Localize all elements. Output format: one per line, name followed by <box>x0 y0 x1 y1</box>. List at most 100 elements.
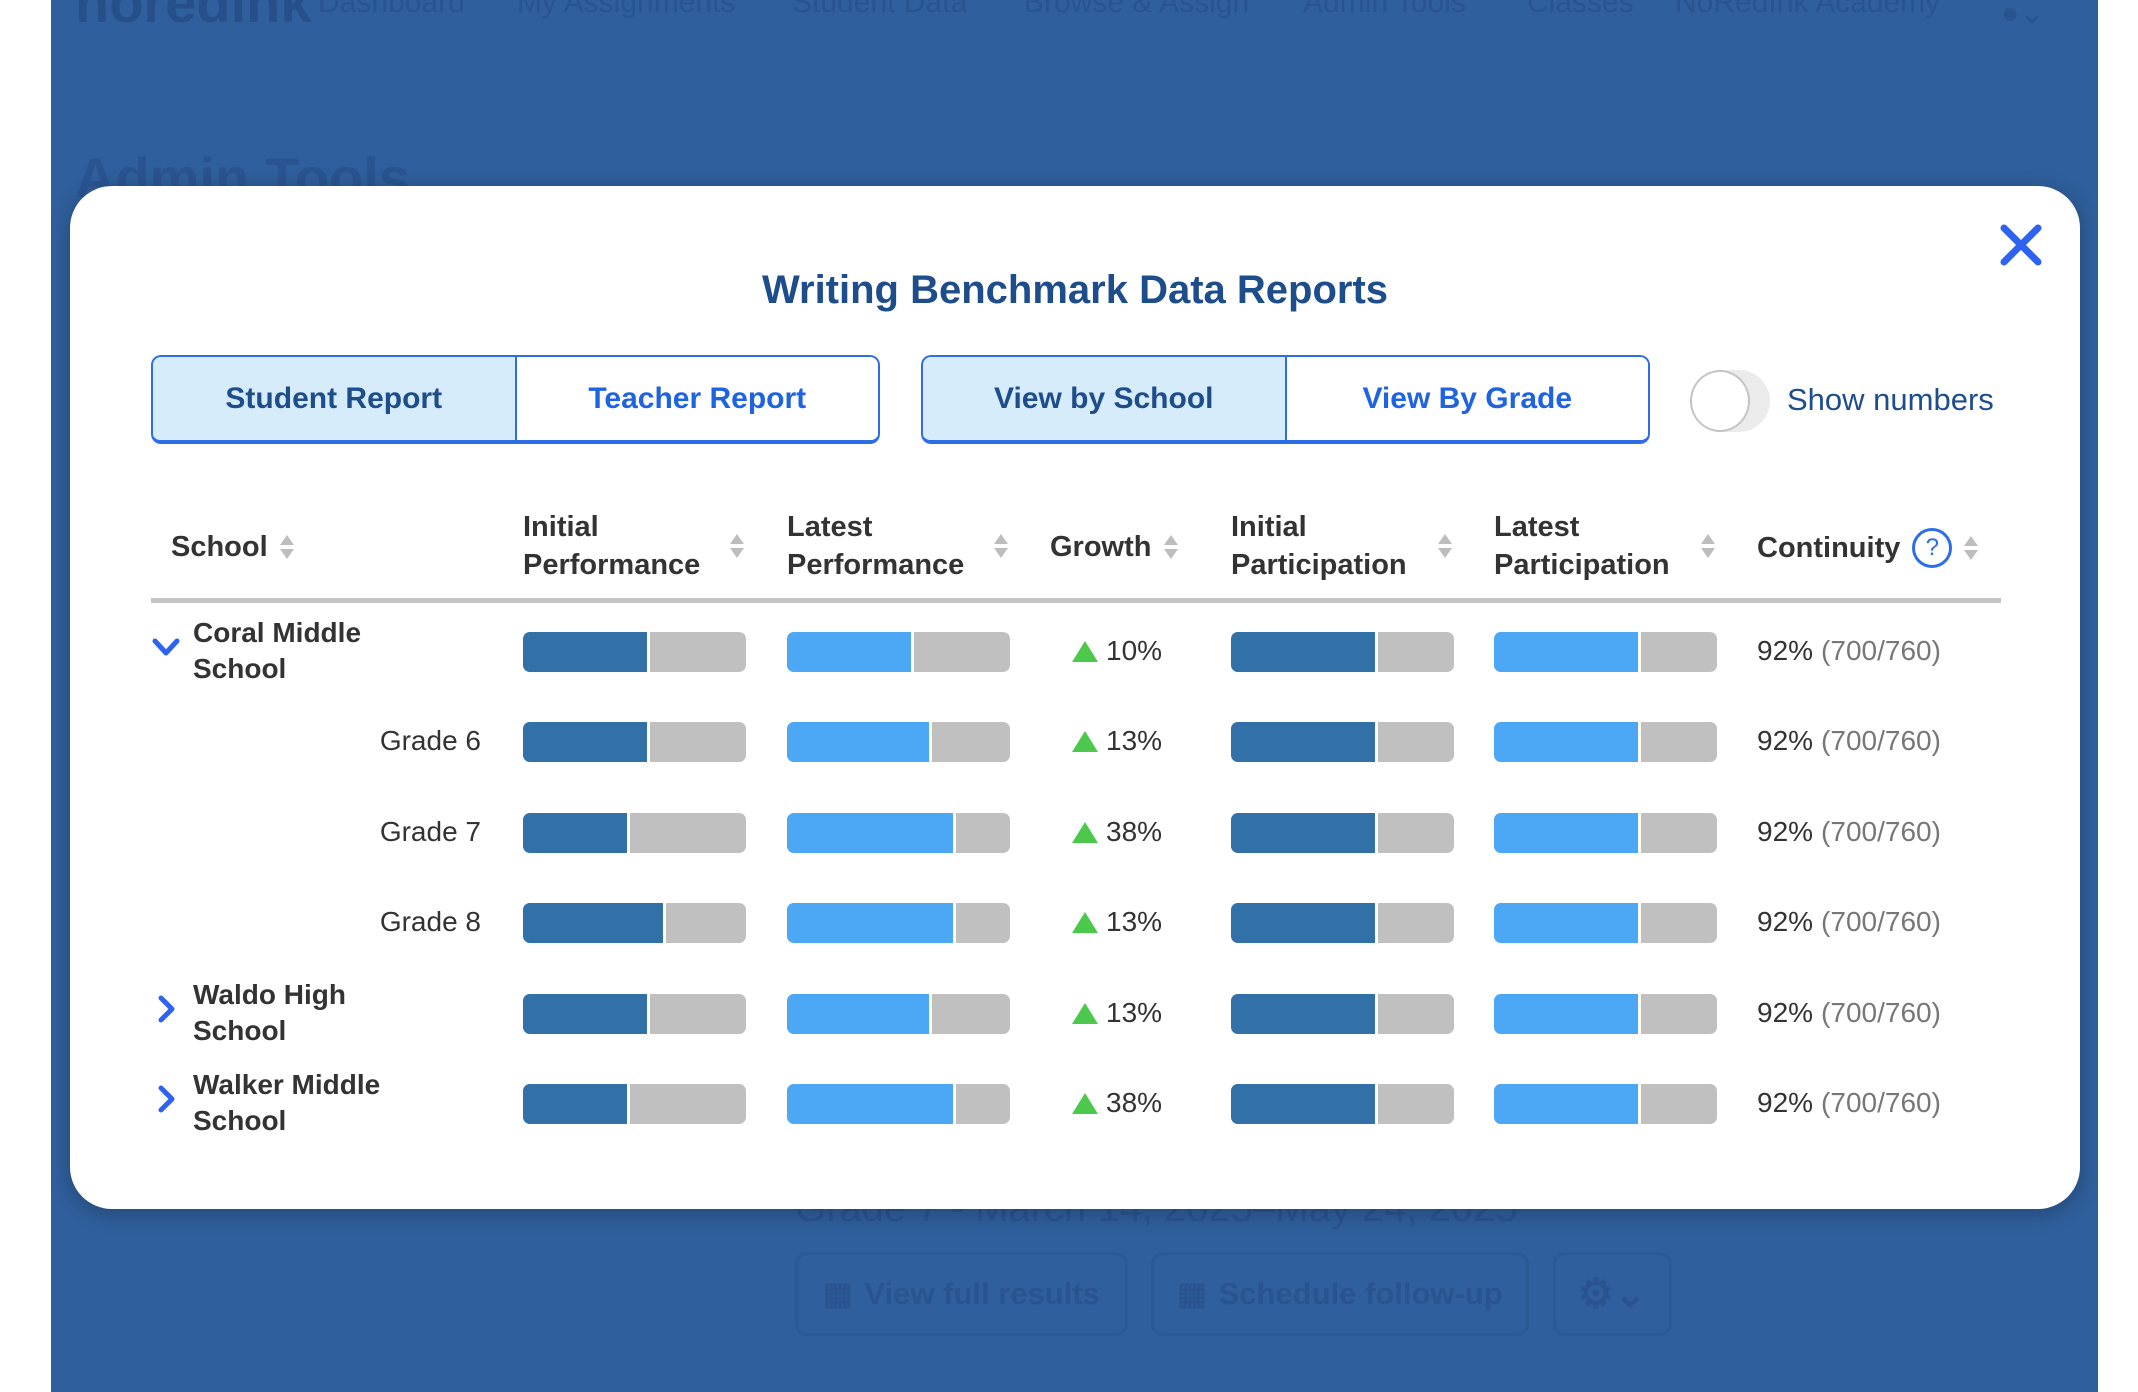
schedule-follow-up-button: ▦ Schedule follow-up <box>1151 1252 1529 1336</box>
view-full-results-label: View full results <box>864 1276 1100 1311</box>
bar-fill <box>787 1084 957 1124</box>
school-cell[interactable]: Walker Middle School <box>151 1058 451 1148</box>
grade-cell: Grade 7 <box>151 787 481 877</box>
continuity-percent: 92% <box>1757 906 1814 937</box>
initial-performance-bar <box>523 632 746 672</box>
initial-participation-bar <box>1231 903 1454 943</box>
initial-performance-bar <box>523 994 746 1034</box>
gear-icon: ⚙⌄ <box>1577 1272 1648 1316</box>
continuity-cell: 92% (700/760) <box>1757 877 1941 967</box>
growth-up-icon <box>1072 1092 1098 1114</box>
nav-noredink-academy: NoRedInk Academy <box>1675 0 1941 19</box>
continuity-detail: (700/760) <box>1821 906 1941 937</box>
chevron-down-icon[interactable] <box>151 632 193 671</box>
header-label: Latest Participation <box>1494 511 1670 581</box>
show-numbers-toggle[interactable] <box>1690 370 1770 432</box>
header-label: Continuity <box>1757 532 1901 564</box>
toggle-knob <box>1690 370 1750 432</box>
tab-view-by-school[interactable]: View by School <box>923 357 1287 440</box>
growth-cell: 10% <box>1072 606 1162 696</box>
table-row: Walker Middle School 38% 92% (700/760) <box>70 1058 2080 1148</box>
continuity-cell: 92% (700/760) <box>1757 787 1941 877</box>
bar-fill <box>523 1084 631 1124</box>
continuity-percent: 92% <box>1757 997 1814 1028</box>
growth-up-icon <box>1072 640 1098 662</box>
latest-participation-bar <box>1494 813 1717 853</box>
bar-fill <box>787 722 932 762</box>
bar-fill <box>1494 1084 1642 1124</box>
view-mode-tabs: View by School View By Grade <box>921 355 1650 444</box>
continuity-percent: 92% <box>1757 816 1814 847</box>
column-header-school[interactable]: School <box>171 528 294 566</box>
growth-up-icon <box>1072 911 1098 933</box>
bar-fill <box>1494 903 1642 943</box>
bar-fill <box>523 994 651 1034</box>
sort-icon[interactable] <box>730 534 744 558</box>
chevron-right-icon[interactable] <box>151 994 193 1033</box>
grade-cell: Grade 6 <box>151 696 481 786</box>
header-label: Initial Participation <box>1231 511 1407 581</box>
tab-view-by-grade[interactable]: View By Grade <box>1286 357 1648 440</box>
continuity-detail: (700/760) <box>1821 997 1941 1028</box>
growth-cell: 13% <box>1072 968 1162 1058</box>
view-full-results-button: ▦ View full results <box>795 1252 1128 1336</box>
chevron-right-icon[interactable] <box>151 1084 193 1123</box>
bar-fill <box>1494 722 1642 762</box>
sort-icon[interactable] <box>994 534 1008 558</box>
bar-fill <box>787 632 915 672</box>
continuity-cell: 92% (700/760) <box>1757 1058 1941 1148</box>
help-icon[interactable]: ? <box>1912 528 1953 568</box>
growth-value: 13% <box>1106 997 1163 1028</box>
growth-cell: 38% <box>1072 787 1162 877</box>
nav-classes: Classes <box>1527 0 1634 19</box>
tab-teacher-report[interactable]: Teacher Report <box>516 357 878 440</box>
latest-performance-bar <box>787 813 1010 853</box>
show-numbers-label: Show numbers <box>1787 382 1994 417</box>
column-header-latest-participation[interactable]: Latest Participation <box>1494 508 1715 584</box>
initial-participation-bar <box>1231 813 1454 853</box>
chart-icon: ▦ <box>823 1276 853 1311</box>
table-row: Coral Middle School 10% 92% (700/760) <box>70 606 2080 696</box>
initial-performance-bar <box>523 1084 746 1124</box>
growth-up-icon <box>1072 730 1098 752</box>
latest-participation-bar <box>1494 1084 1717 1124</box>
growth-cell: 38% <box>1072 1058 1162 1148</box>
school-cell[interactable]: Waldo High School <box>151 968 451 1058</box>
bar-fill <box>1231 632 1379 672</box>
growth-value: 13% <box>1106 725 1163 756</box>
bar-fill <box>523 722 651 762</box>
column-header-initial-performance[interactable]: Initial Performance <box>523 508 744 584</box>
sort-icon[interactable] <box>1438 534 1452 558</box>
bar-fill <box>1231 903 1379 943</box>
growth-cell: 13% <box>1072 877 1162 967</box>
column-header-growth[interactable]: Growth <box>1050 528 1178 566</box>
nav-student-data: Student Data <box>792 0 968 19</box>
schedule-follow-up-label: Schedule follow-up <box>1218 1276 1503 1311</box>
bar-fill <box>787 903 957 943</box>
sort-icon[interactable] <box>1701 534 1715 558</box>
bar-fill <box>1231 1084 1379 1124</box>
initial-performance-bar <box>523 722 746 762</box>
sort-icon[interactable] <box>279 535 294 559</box>
bar-fill <box>1231 994 1379 1034</box>
sort-icon[interactable] <box>1163 535 1178 559</box>
school-name: Coral Middle School <box>193 617 362 684</box>
settings-button: ⚙⌄ <box>1553 1252 1672 1336</box>
bar-fill <box>1231 722 1379 762</box>
table-row: Waldo High School 13% 92% (700/760) <box>70 968 2080 1058</box>
continuity-percent: 92% <box>1757 725 1814 756</box>
latest-performance-bar <box>787 903 1010 943</box>
column-header-continuity[interactable]: Continuity? <box>1757 528 1979 568</box>
column-header-latest-performance[interactable]: Latest Performance <box>787 508 1008 584</box>
school-cell[interactable]: Coral Middle School <box>151 606 451 696</box>
close-icon[interactable] <box>1998 222 2044 268</box>
nav-dashboard: Dashboard <box>318 0 465 19</box>
tab-student-report[interactable]: Student Report <box>153 357 517 440</box>
bar-fill <box>523 813 631 853</box>
continuity-detail: (700/760) <box>1821 1087 1941 1118</box>
continuity-detail: (700/760) <box>1821 816 1941 847</box>
column-header-initial-participation[interactable]: Initial Participation <box>1231 508 1452 584</box>
noredink-logo: noredink <box>75 0 312 34</box>
sort-icon[interactable] <box>1964 536 1979 560</box>
growth-cell: 13% <box>1072 696 1162 786</box>
